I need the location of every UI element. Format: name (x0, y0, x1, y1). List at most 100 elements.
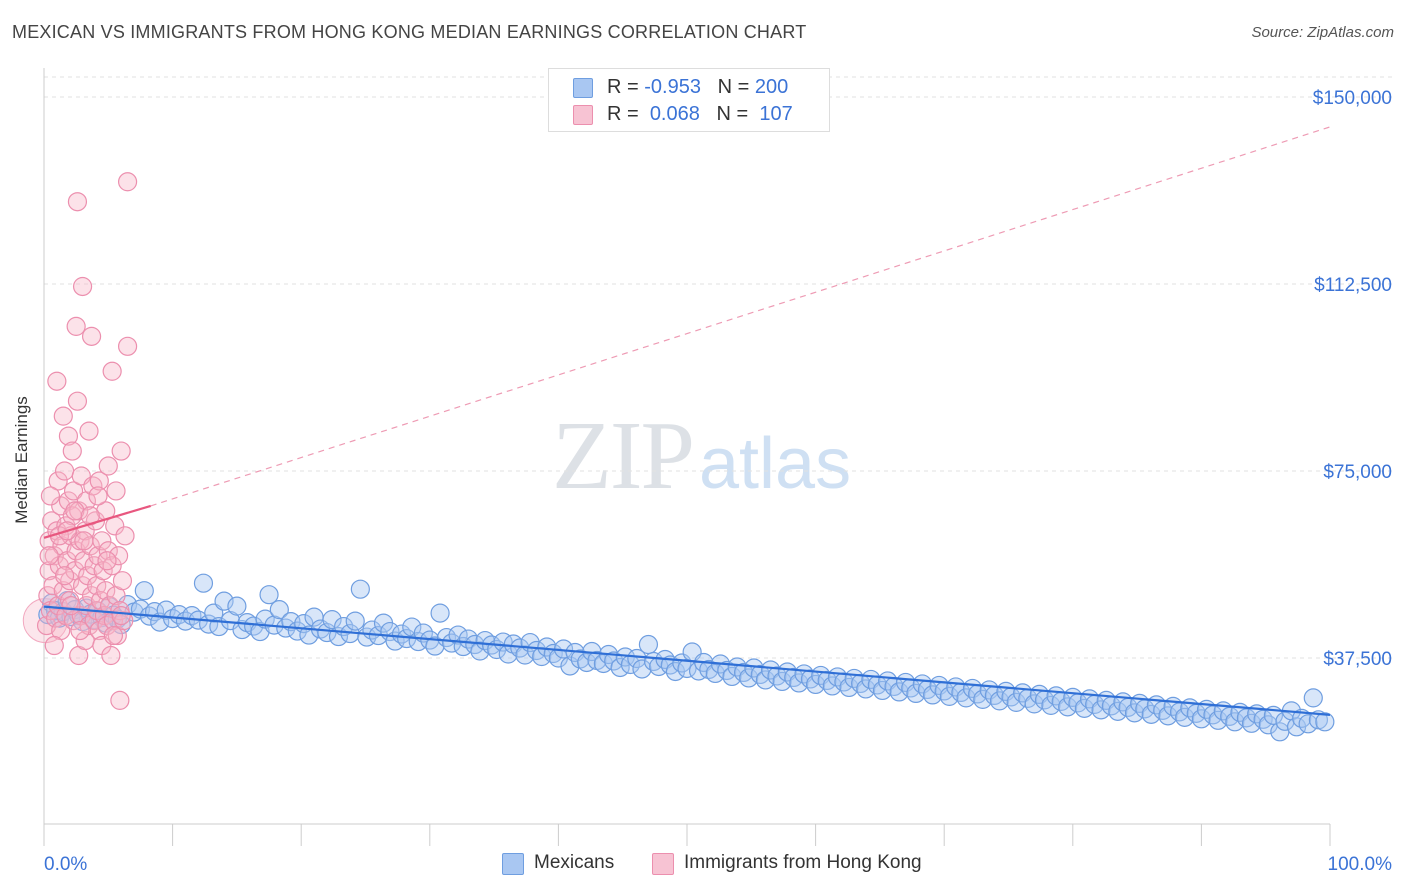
hongkong-point-101 (97, 551, 117, 571)
hongkong-point-104 (39, 546, 59, 566)
hongkong-point-30 (63, 481, 84, 501)
mexicans-point-148 (839, 677, 859, 698)
hongkong-point-92 (40, 486, 61, 506)
hongkong-point-89 (115, 526, 135, 546)
hongkong-point-54 (81, 326, 102, 346)
mexicans-point-160 (906, 683, 926, 704)
mexicans-point-127 (722, 666, 742, 687)
mexicans-point-75 (430, 603, 450, 623)
mexicans-point-78 (448, 625, 468, 645)
mexicans-point-45 (259, 585, 279, 605)
hongkong-point-83 (108, 546, 129, 566)
mexicans-point-141 (800, 669, 821, 689)
mexicans-point-214 (1208, 710, 1228, 730)
hongkong-point-10 (47, 371, 67, 391)
mexicans-point-139 (789, 673, 809, 693)
mexicans-point-220 (1241, 713, 1262, 733)
hongkong-point-19 (54, 461, 75, 481)
hongkong-point-17 (53, 581, 73, 601)
legend-n-value: 200 (754, 76, 789, 98)
y-tick-label-1: $75,000 (1323, 462, 1392, 483)
hongkong-point-52 (80, 536, 100, 556)
mexicans-point-76 (436, 627, 457, 648)
mexicans-point-37 (214, 591, 234, 611)
hongkong-point-61 (88, 546, 108, 566)
watermark-zip: ZIP (552, 402, 695, 510)
mexicans-point-138 (784, 667, 804, 688)
legend-n-value: 107 (759, 103, 793, 125)
mexicans-point-233 (1315, 712, 1335, 732)
hongkong-point-81 (106, 481, 126, 501)
mexicans-point-126 (717, 660, 737, 681)
mexicans-point-202 (1141, 704, 1161, 724)
hongkong-point-100 (88, 486, 108, 506)
hongkong-point-33 (66, 541, 86, 561)
mexicans-point-193 (1091, 700, 1111, 720)
hongkong-point-7 (44, 546, 64, 566)
mexicans-point-154 (872, 680, 893, 701)
legend-swatch-hongkong (573, 105, 593, 125)
mexicans-point-82 (470, 641, 490, 661)
hongkong-trend-extension (150, 126, 1331, 507)
mexicans-point-135 (767, 666, 787, 686)
hongkong-point-28 (62, 441, 82, 461)
mexicans-point-211 (1191, 709, 1212, 729)
mexicans-point-39 (227, 596, 247, 616)
mexicans-point-145 (822, 676, 842, 696)
bottom-legend-swatch-mexicans (502, 853, 524, 875)
watermark-atlas: atlas (699, 424, 852, 504)
x-tick-label-0: 0.0% (44, 854, 87, 875)
hongkong-point-34 (66, 316, 86, 336)
legend-n-label: N = (716, 103, 749, 125)
mexicans-point-169 (956, 688, 976, 708)
hongkong-point-36 (67, 192, 88, 212)
hongkong-point-3 (39, 531, 59, 551)
watermark: ZIPatlas (552, 400, 851, 512)
y-axis-label: Median Earnings (12, 396, 31, 524)
legend-r-value: -0.953 (644, 76, 701, 98)
mexicans-point-184 (1041, 695, 1061, 715)
legend-n-label: N = (717, 76, 750, 98)
x-tick-label-1: 100.0% (1328, 854, 1393, 875)
hongkong-point-106 (70, 620, 90, 641)
mexicans-point-142 (805, 674, 826, 695)
mexicans-point-110 (627, 648, 647, 669)
hongkong-point-97 (65, 501, 85, 521)
mexicans-point-33 (193, 573, 214, 593)
hongkong-point-103 (111, 606, 131, 626)
hongkong-point-102 (103, 625, 124, 646)
correlation-legend: R = -0.953 N = 200 R = 0.068 N = 107 (548, 68, 830, 132)
mexicans-point-217 (1225, 712, 1245, 732)
bottom-legend-label-mexicans: Mexicans (534, 852, 615, 873)
mexicans-point-222 (1253, 709, 1273, 729)
mexicans-point-129 (733, 662, 754, 683)
hongkong-point-75 (101, 645, 121, 666)
hongkong-point-35 (67, 391, 88, 411)
mexicans-point-175 (989, 691, 1010, 711)
mexicans-point-199 (1124, 703, 1145, 723)
mexicans-point-181 (1024, 694, 1044, 714)
hongkong-point-64 (90, 591, 111, 611)
mexicans-point-163 (923, 685, 943, 705)
hongkong-point-63 (89, 471, 109, 491)
hongkong-point-98 (74, 531, 94, 551)
hongkong-point-90 (117, 336, 138, 356)
hongkong-point-77 (102, 361, 122, 381)
mexicans-point-56 (322, 610, 342, 630)
mexicans-point-136 (772, 671, 792, 692)
y-tick-label-0: $37,500 (1323, 649, 1392, 670)
hongkong-point-70 (96, 581, 116, 601)
chart-source: Source: ZipAtlas.com (1251, 24, 1394, 41)
mexicans-point-166 (939, 686, 959, 706)
mexicans-trend-line (43, 605, 1331, 716)
hongkong-point-12 (48, 471, 68, 491)
chart-title: MEXICAN VS IMMIGRANTS FROM HONG KONG MED… (12, 22, 807, 42)
mexicans-point-187 (1058, 697, 1078, 717)
mexicans-point-60 (345, 611, 365, 631)
y-tick-label-2: $112,500 (1314, 275, 1392, 296)
legend-r-label: R = (607, 76, 639, 98)
hongkong-point-43 (72, 276, 93, 297)
hongkong-point-86 (111, 441, 131, 461)
hongkong-point-95 (54, 566, 75, 586)
legend-r-label: R = (607, 103, 639, 125)
